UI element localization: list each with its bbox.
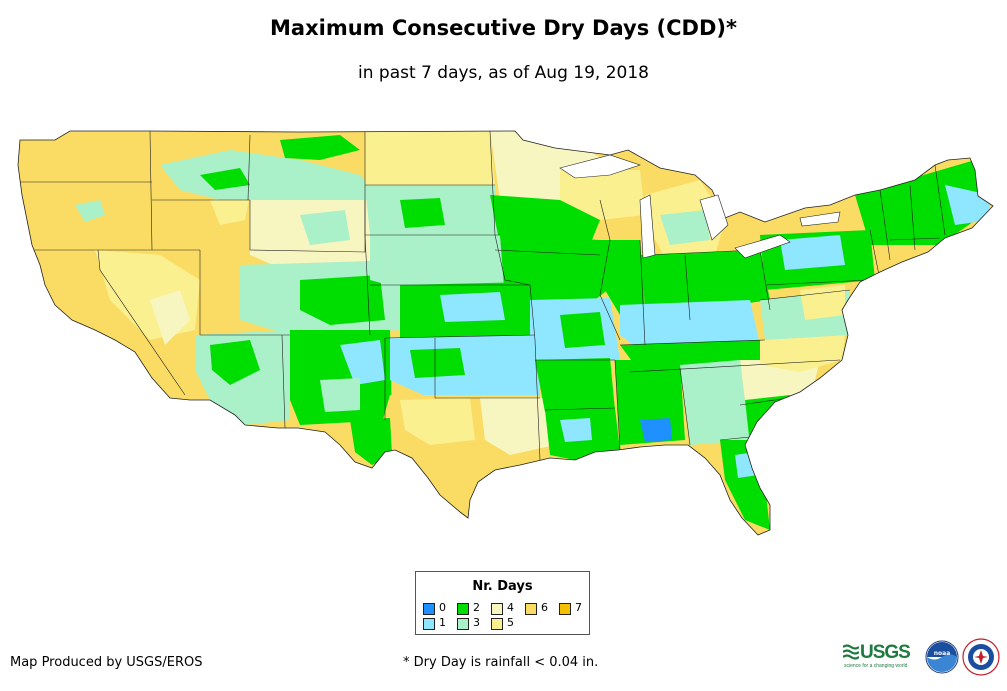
legend-label-5: 5 [507, 616, 514, 629]
legend-label-4: 4 [507, 601, 514, 614]
legend-swatch-6 [525, 603, 537, 615]
noaa-logo: noaa [925, 640, 959, 674]
map-credit: Map Produced by USGS/EROS [10, 655, 203, 670]
legend-swatch-0 [423, 603, 435, 615]
legend-label-7: 7 [575, 601, 582, 614]
usgs-tagline: science for a changing world [844, 663, 908, 669]
legend-label-0: 0 [439, 601, 446, 614]
legend-swatch-5 [491, 618, 503, 630]
legend-swatch-1 [423, 618, 435, 630]
usgs-logo: USGS science for a changing world [843, 641, 919, 671]
noaa-logo-text: noaa [934, 650, 951, 657]
legend-swatch-3 [457, 618, 469, 630]
map-subtitle: in past 7 days, as of Aug 19, 2018 [358, 63, 649, 83]
legend-swatch-2 [457, 603, 469, 615]
usgs-wordmark: USGS [860, 642, 911, 663]
legend-label-1: 1 [439, 616, 446, 629]
map-title: Maximum Consecutive Dry Days (CDD)* [270, 16, 737, 40]
dry-day-footnote: * Dry Day is rainfall < 0.04 in. [403, 655, 599, 670]
legend-title: Nr. Days [472, 579, 533, 594]
legend: Nr. Days 0 1 2 3 4 5 6 7 [415, 571, 590, 635]
legend-swatch-4 [491, 603, 503, 615]
legend-label-6: 6 [541, 601, 548, 614]
legend-label-3: 3 [473, 616, 480, 629]
nws-logo [962, 638, 1000, 676]
usgs-wave-icon [843, 644, 859, 660]
legend-swatch-7 [559, 603, 571, 615]
legend-label-2: 2 [473, 601, 480, 614]
